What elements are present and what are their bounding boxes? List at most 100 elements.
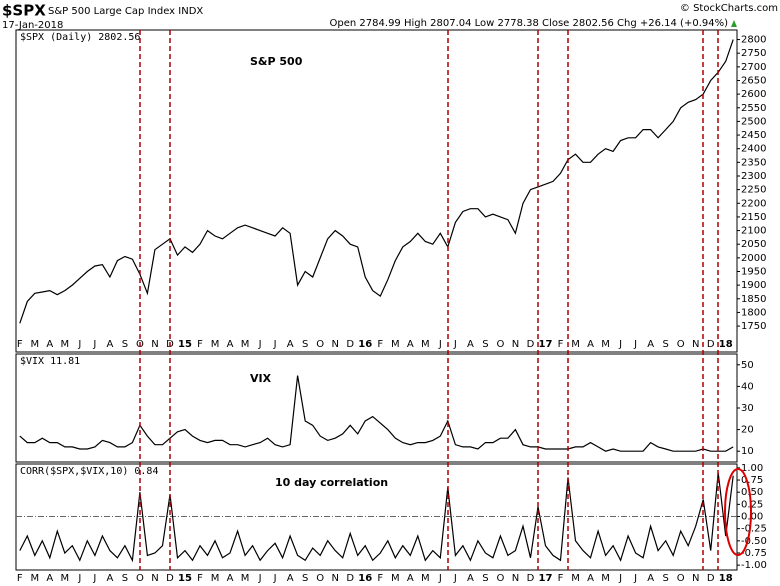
x-tick-label: A	[287, 573, 294, 584]
x-tick-label: S	[122, 573, 128, 584]
y-tick-label: 20	[741, 425, 754, 436]
x-tick-label: J	[258, 573, 262, 584]
x-tick-label: M	[421, 339, 430, 350]
x-tick-label: F	[197, 573, 203, 584]
x-tick-label: O	[677, 573, 685, 584]
x-tick-label: M	[30, 573, 39, 584]
y-tick-label: 2200	[741, 198, 766, 209]
x-tick-label: J	[92, 573, 96, 584]
x-tick-label: A	[587, 573, 594, 584]
x-tick-label: F	[17, 573, 23, 584]
data-line	[19, 39, 734, 324]
x-tick-label: 16	[358, 573, 372, 584]
x-tick-label: N	[331, 573, 338, 584]
x-tick-label: F	[377, 339, 383, 350]
x-tick-label: O	[136, 573, 144, 584]
y-tick-label: 2150	[741, 212, 766, 223]
x-tick-label: S	[662, 339, 668, 350]
x-tick-label: A	[467, 573, 474, 584]
y-tick-label: 0.25	[741, 499, 763, 510]
x-tick-label: A	[227, 573, 234, 584]
date: 17-Jan-2018	[2, 20, 63, 31]
x-tick-label: M	[601, 339, 610, 350]
x-tick-label: J	[453, 573, 457, 584]
x-tick-label: M	[241, 573, 250, 584]
y-tick-label: 0.00	[741, 512, 763, 523]
y-tick-label: 2250	[741, 185, 766, 196]
panel-title: 10 day correlation	[275, 476, 388, 489]
y-tick-label: 2400	[741, 144, 766, 155]
panel-title: S&P 500	[250, 55, 303, 68]
x-tick-label: J	[633, 339, 637, 350]
y-tick-label: 1.00	[741, 463, 763, 474]
y-tick-label: 2750	[741, 48, 766, 59]
panel-frame	[15, 353, 738, 463]
x-tick-label: F	[17, 339, 23, 350]
x-tick-label: J	[77, 339, 81, 350]
x-tick-label: M	[241, 339, 250, 350]
y-tick-label: -0.75	[741, 548, 767, 559]
x-tick-label: F	[558, 339, 564, 350]
x-tick-label: M	[571, 339, 580, 350]
x-tick-label: J	[273, 339, 277, 350]
x-tick-label: J	[258, 339, 262, 350]
x-tick-label: D	[166, 573, 174, 584]
x-tick-label: J	[618, 339, 622, 350]
x-tick-label: A	[46, 339, 53, 350]
y-tick-label: 2350	[741, 157, 766, 168]
y-tick-label: 0.75	[741, 475, 763, 486]
y-tick-label: 1950	[741, 267, 766, 278]
up-arrow	[731, 20, 737, 27]
x-tick-label: S	[302, 339, 308, 350]
x-tick-label: A	[227, 339, 234, 350]
x-tick-label: S	[482, 573, 488, 584]
panel-frame	[15, 29, 738, 353]
x-tick-label: J	[633, 573, 637, 584]
x-tick-label: N	[512, 339, 519, 350]
x-tick-label: S	[482, 339, 488, 350]
x-tick-label: N	[692, 339, 699, 350]
x-tick-label: D	[707, 573, 715, 584]
y-tick-label: 0.50	[741, 487, 763, 498]
x-tick-label: N	[512, 573, 519, 584]
y-tick-label: -0.50	[741, 536, 767, 547]
x-tick-label: F	[558, 573, 564, 584]
x-tick-label: A	[407, 339, 414, 350]
x-tick-label: 18	[719, 573, 733, 584]
x-tick-label: A	[407, 573, 414, 584]
security-name: S&P 500 Large Cap Index INDX	[48, 6, 203, 17]
y-tick-label: 1800	[741, 307, 766, 318]
x-tick-label: A	[46, 573, 53, 584]
x-tick-label: N	[692, 573, 699, 584]
x-tick-label: O	[677, 339, 685, 350]
x-tick-label: A	[287, 339, 294, 350]
y-tick-label: 2450	[741, 130, 766, 141]
x-tick-label: O	[496, 339, 504, 350]
x-tick-label: M	[601, 573, 610, 584]
x-tick-label: M	[391, 339, 400, 350]
x-tick-label: A	[106, 573, 113, 584]
y-tick-label: 2000	[741, 253, 766, 264]
y-tick-label: -0.25	[741, 524, 767, 535]
x-tick-label: A	[647, 573, 654, 584]
x-tick-label: J	[92, 339, 96, 350]
quote: Open 2784.99 High 2807.04 Low 2778.38 Cl…	[330, 18, 729, 29]
x-tick-label: A	[467, 339, 474, 350]
x-tick-label: J	[438, 573, 442, 584]
y-tick-label: 2600	[741, 89, 766, 100]
x-tick-label: S	[662, 573, 668, 584]
legend: $VIX 11.81	[20, 356, 80, 367]
data-line	[19, 472, 734, 563]
legend: CORR($SPX,$VIX,10) 0.84	[20, 466, 158, 477]
x-tick-label: 17	[539, 573, 553, 584]
x-tick-label: 16	[358, 339, 372, 350]
x-tick-label: D	[527, 339, 535, 350]
x-tick-label: F	[377, 573, 383, 584]
credit: © StockCharts.com	[680, 3, 778, 14]
x-tick-label: J	[77, 573, 81, 584]
x-tick-label: A	[106, 339, 113, 350]
x-tick-label: N	[151, 573, 158, 584]
y-tick-label: 40	[741, 381, 754, 392]
y-tick-label: 2100	[741, 226, 766, 237]
